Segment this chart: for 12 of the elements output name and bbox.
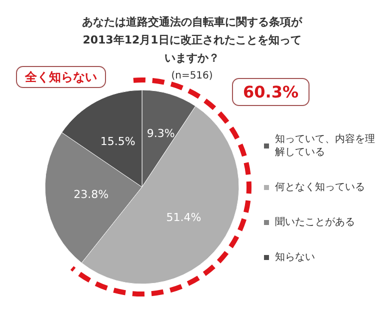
data-label: 9.3% (146, 127, 175, 140)
text: 60.3% (243, 82, 299, 102)
data-label: 15.5% (100, 134, 136, 148)
legend-label: 知らない (275, 251, 315, 263)
data-label: 23.8% (74, 188, 109, 202)
chart-title: あなたは道路交通法の自転車に関する条項が2013年12月1日に改正されたことを知っていますか？ (82, 16, 303, 64)
text: 全く知らない (24, 70, 97, 84)
chart-subtitle: (n=516) (171, 70, 213, 82)
legend-label: 聞いたことがある (275, 216, 355, 228)
legend-label: 知っていて、内容を理解している (275, 133, 375, 158)
legend-label: 何となく知っている (275, 181, 365, 193)
data-label: 51.4% (166, 210, 202, 224)
